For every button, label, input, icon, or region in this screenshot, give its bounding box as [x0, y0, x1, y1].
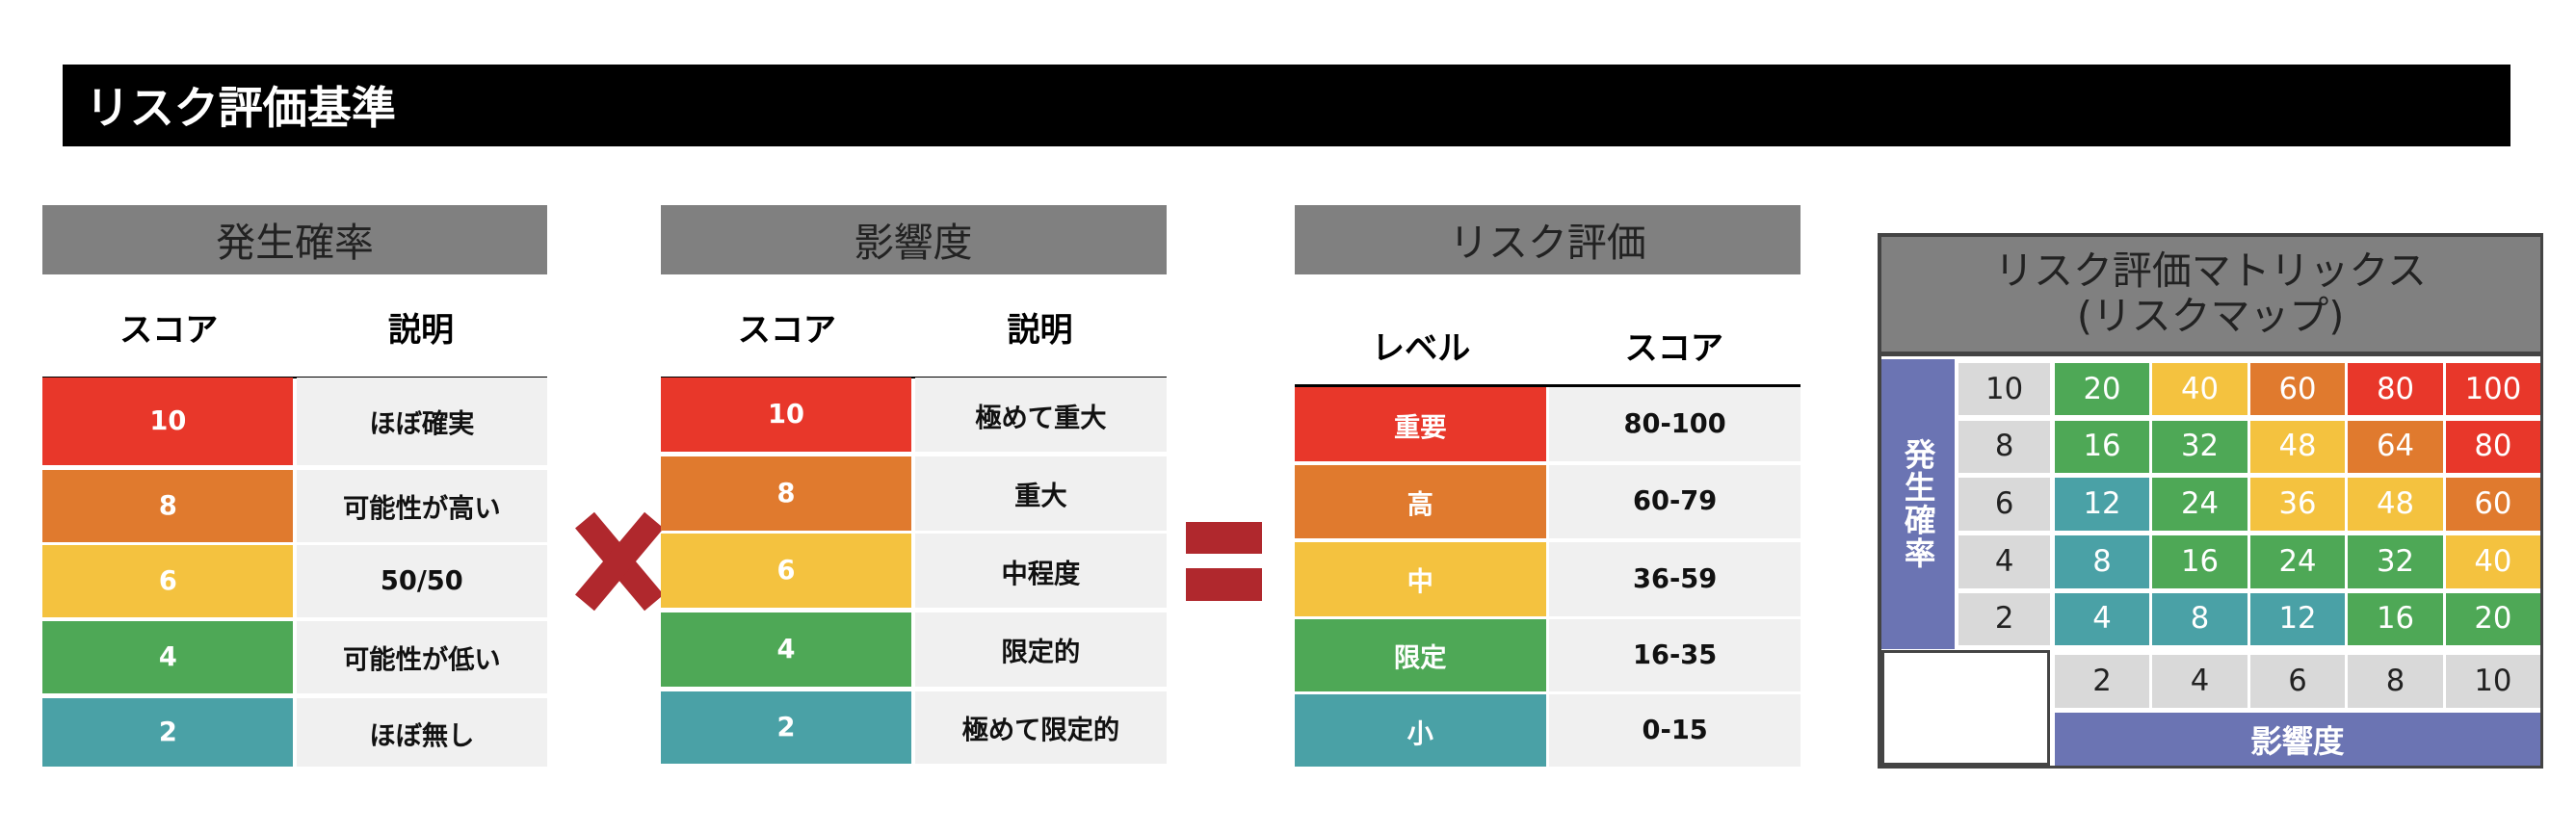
matrix-cell: 16 — [2348, 592, 2443, 646]
matrix-cell: 40 — [2446, 534, 2540, 588]
matrix-cell: 32 — [2152, 420, 2247, 474]
x-value: 6 — [2250, 655, 2345, 709]
matrix-cell: 16 — [2055, 420, 2149, 474]
description-cell: ほぼ確実 — [296, 378, 547, 465]
matrix-cell: 8 — [2055, 534, 2149, 588]
score-cell: 限定 — [1294, 618, 1546, 691]
header-rule — [660, 376, 1167, 379]
description-cell: 重大 — [914, 456, 1167, 531]
matrix-cell: 100 — [2446, 362, 2540, 416]
column-header: レベル — [1372, 329, 1471, 369]
description-cell: 50/50 — [296, 545, 547, 618]
description-cell: 0-15 — [1549, 694, 1801, 768]
x-value: 2 — [2055, 655, 2149, 709]
y-value: 8 — [1958, 420, 2051, 474]
table-header: 影響度 — [660, 205, 1167, 274]
matrix-cell: 48 — [2348, 478, 2443, 531]
matrix-title-line: リスク評価マトリックス — [1994, 248, 2427, 295]
score-cell: 2 — [42, 697, 294, 768]
matrix-cell: 4 — [2055, 592, 2149, 646]
matrix-cell: 8 — [2152, 592, 2247, 646]
x-value: 10 — [2446, 655, 2540, 709]
table-header: リスク評価 — [1294, 205, 1801, 274]
matrix-cell: 36 — [2250, 478, 2345, 531]
matrix-cell: 20 — [2055, 362, 2149, 416]
description-cell: 36-59 — [1549, 541, 1801, 616]
matrix-cell: 80 — [2446, 420, 2540, 474]
column-header: スコア — [737, 310, 837, 350]
corner-box — [1880, 650, 2051, 766]
matrix-cell: 20 — [2446, 592, 2540, 646]
description-cell: 可能性が高い — [296, 469, 547, 542]
title-bar: リスク評価基準 — [62, 64, 2510, 146]
description-cell: 60-79 — [1549, 464, 1801, 539]
score-cell: 4 — [660, 612, 912, 687]
equals-sign — [1186, 522, 1262, 601]
score-cell: 小 — [1294, 694, 1546, 768]
description-cell: 16-35 — [1549, 618, 1801, 691]
matrix-cell: 32 — [2348, 534, 2443, 588]
header-rule — [1294, 384, 1801, 387]
column-header: スコア — [119, 310, 219, 350]
description-cell: 限定的 — [914, 612, 1167, 687]
matrix-cell: 16 — [2152, 534, 2247, 588]
score-cell: 8 — [42, 469, 294, 542]
matrix-cell: 24 — [2250, 534, 2345, 588]
score-cell: 6 — [42, 545, 294, 618]
score-cell: 高 — [1294, 464, 1546, 539]
matrix-cell: 24 — [2152, 478, 2247, 531]
y-value: 4 — [1958, 534, 2051, 588]
column-header: スコア — [1624, 329, 1723, 369]
x-axis-label: 影響度 — [2055, 713, 2540, 766]
matrix-cell: 80 — [2348, 362, 2443, 416]
description-cell: 中程度 — [914, 534, 1167, 608]
y-value: 2 — [1958, 592, 2051, 646]
y-value: 6 — [1958, 478, 2051, 531]
score-cell: 2 — [660, 691, 912, 764]
description-cell: 可能性が低い — [296, 620, 547, 693]
score-cell: 8 — [660, 456, 912, 531]
matrix-cell: 60 — [2250, 362, 2345, 416]
table-header: 発生確率 — [42, 205, 547, 274]
matrix-title-line: (リスクマップ) — [2076, 293, 2345, 340]
x-value: 4 — [2152, 655, 2247, 709]
description-cell: 80-100 — [1549, 387, 1801, 462]
x-value: 8 — [2348, 655, 2443, 709]
matrix-cell: 40 — [2152, 362, 2247, 416]
score-cell: 重要 — [1294, 387, 1546, 462]
header-rule — [42, 376, 547, 379]
multiply-sign — [575, 511, 664, 612]
matrix-cell: 60 — [2446, 478, 2540, 531]
matrix-cell: 12 — [2055, 478, 2149, 531]
score-cell: 中 — [1294, 541, 1546, 616]
column-header: 説明 — [1007, 310, 1073, 350]
column-header: 説明 — [387, 310, 455, 350]
description-cell: 極めて限定的 — [914, 691, 1167, 764]
description-cell: ほぼ無し — [296, 697, 547, 768]
y-value: 10 — [1958, 362, 2051, 416]
matrix-cell: 12 — [2250, 592, 2345, 646]
description-cell: 極めて重大 — [914, 378, 1167, 452]
score-cell: 4 — [42, 620, 294, 693]
score-cell: 10 — [42, 378, 294, 465]
score-cell: 6 — [660, 534, 912, 608]
matrix-title: リスク評価マトリックス (リスクマップ) — [1880, 236, 2540, 352]
matrix-cell: 64 — [2348, 420, 2443, 474]
score-cell: 10 — [660, 378, 912, 452]
matrix-cell: 48 — [2250, 420, 2345, 474]
y-axis-label: 発生確率 — [1880, 359, 1956, 649]
